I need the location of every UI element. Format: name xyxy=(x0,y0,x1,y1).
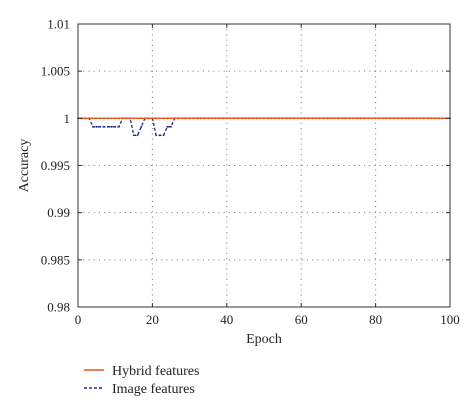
data-point-hybrid xyxy=(188,117,191,120)
ticks-layer: 0 20 40 60 80 100 0.98 0.985 0.99 0.995 1 1.005 1.01 xyxy=(41,17,460,328)
x-tick-label: 80 xyxy=(369,312,382,327)
data-point-image xyxy=(114,125,117,128)
y-tick-label: 1 xyxy=(64,111,71,126)
data-point-hybrid xyxy=(151,117,154,120)
y-tick-label: 0.995 xyxy=(41,158,70,173)
data-point-hybrid xyxy=(84,117,87,120)
data-point-image xyxy=(106,125,109,128)
series-layer xyxy=(77,117,451,137)
x-tick-label: 20 xyxy=(146,312,159,327)
data-point-hybrid xyxy=(173,117,176,120)
y-tick-label: 1.01 xyxy=(47,17,70,32)
y-tick-label: 0.99 xyxy=(47,205,70,220)
data-point-image xyxy=(136,134,139,137)
legend-label-hybrid: Hybrid features xyxy=(112,364,199,379)
plot-frame xyxy=(77,23,451,308)
y-tick-label: 1.005 xyxy=(41,64,70,79)
legend-item-hybrid: Hybrid features xyxy=(84,364,199,379)
data-point-image xyxy=(162,134,165,137)
data-point-hybrid xyxy=(162,117,165,120)
data-point-hybrid xyxy=(114,117,117,120)
y-tick-label: 0.98 xyxy=(47,300,70,315)
data-point-hybrid xyxy=(106,117,109,120)
data-point-hybrid xyxy=(177,117,180,120)
data-point-hybrid xyxy=(118,117,120,120)
data-point-hybrid xyxy=(155,117,158,120)
data-point-image xyxy=(95,125,98,128)
data-point-hybrid xyxy=(91,117,94,120)
data-point-image xyxy=(99,125,102,128)
x-tick-label: 60 xyxy=(295,312,308,327)
data-point-hybrid xyxy=(99,117,102,120)
data-point-hybrid xyxy=(166,117,169,120)
y-axis-label: Accuracy xyxy=(17,139,32,193)
data-point-hybrid xyxy=(184,117,187,120)
data-point-image xyxy=(158,134,161,137)
data-point-image xyxy=(118,125,120,128)
data-point-hybrid xyxy=(121,117,124,120)
legend-label-image: Image features xyxy=(112,382,195,397)
x-tick-label: 0 xyxy=(75,312,82,327)
data-point-hybrid xyxy=(136,117,139,120)
x-axis-label: Epoch xyxy=(246,332,282,347)
data-point-hybrid xyxy=(158,117,161,120)
data-point-image xyxy=(91,125,94,128)
data-point-image xyxy=(140,125,143,128)
data-point-hybrid xyxy=(132,117,135,120)
grid-layer xyxy=(78,24,450,307)
data-point-image xyxy=(155,134,158,137)
data-point-hybrid xyxy=(125,117,128,120)
data-point-hybrid xyxy=(147,117,150,120)
data-point-hybrid xyxy=(181,117,184,120)
data-point-image xyxy=(166,125,169,128)
x-tick-label: 100 xyxy=(440,312,460,327)
data-point-image xyxy=(103,125,105,128)
data-point-hybrid xyxy=(140,117,143,120)
data-point-hybrid xyxy=(103,117,105,120)
data-point-hybrid xyxy=(88,117,91,120)
legend-item-image: Image features xyxy=(84,382,195,397)
legend: Hybrid features Image features xyxy=(84,364,199,397)
data-point-hybrid xyxy=(110,117,113,120)
data-point-hybrid xyxy=(144,117,146,120)
data-point-image xyxy=(110,125,113,128)
data-point-hybrid xyxy=(95,117,98,120)
data-point-hybrid xyxy=(170,117,172,120)
data-point-image xyxy=(170,125,172,128)
data-point-hybrid xyxy=(129,117,131,120)
y-tick-label: 0.985 xyxy=(41,252,70,267)
data-point-image xyxy=(132,134,135,137)
series-line-image xyxy=(78,117,450,136)
x-tick-label: 40 xyxy=(220,312,233,327)
